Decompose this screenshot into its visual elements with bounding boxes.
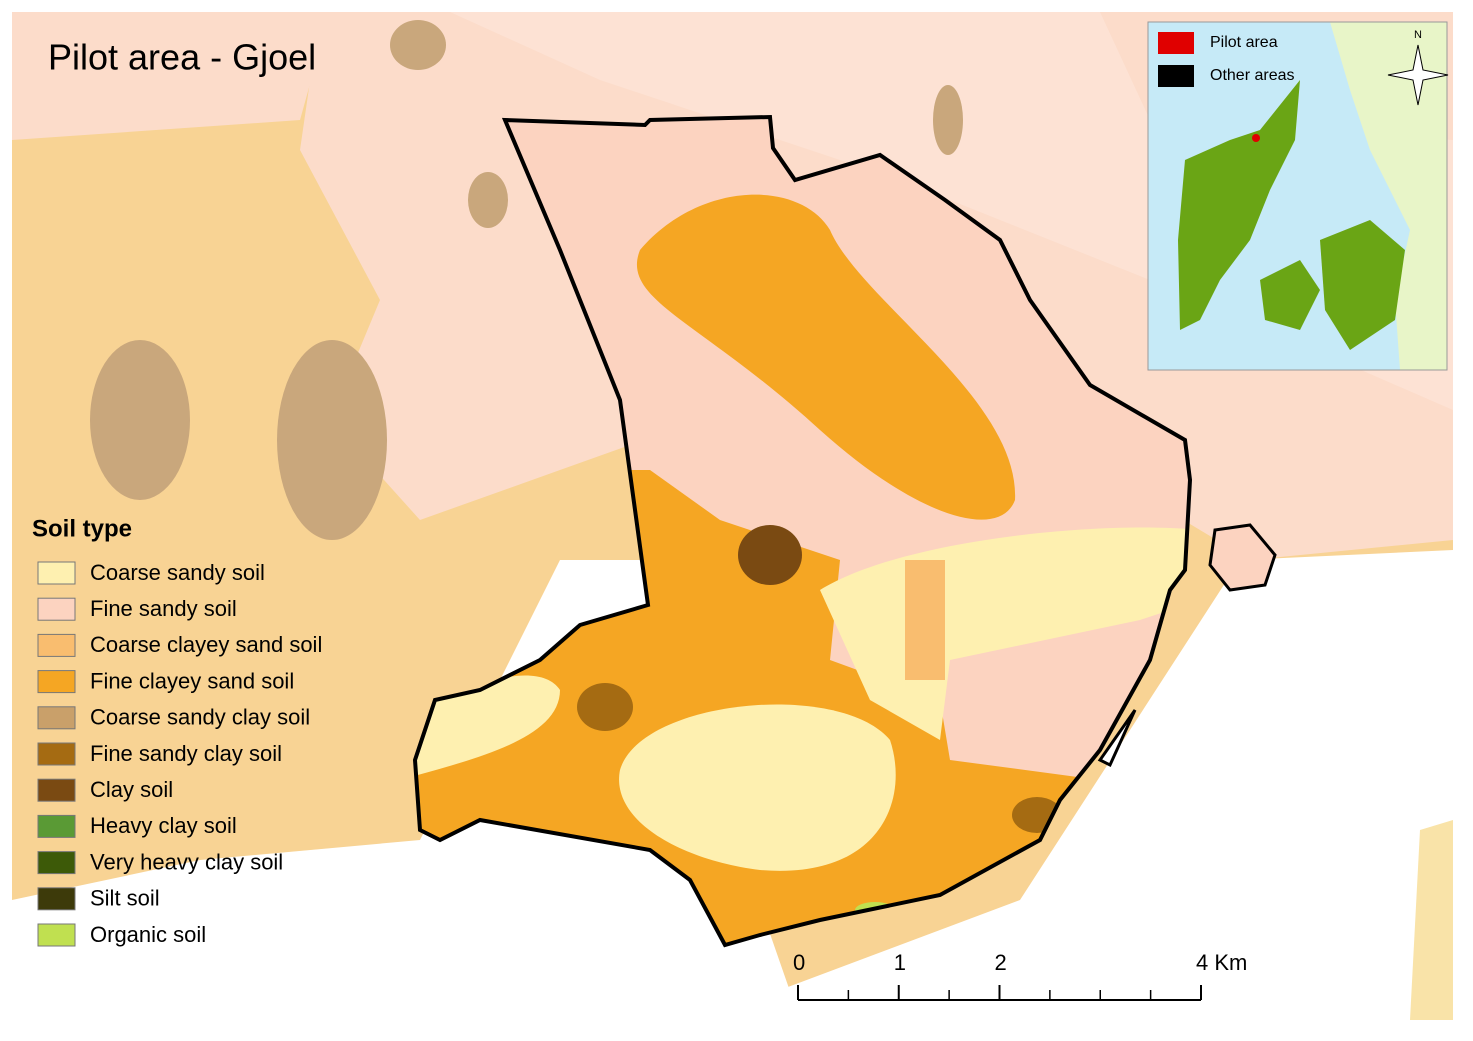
coast-sand [1410,820,1453,1020]
north-arrow [1387,44,1449,106]
inset-sweden [1330,22,1447,370]
north-label: N [1414,29,1422,41]
scale-label: 0 [793,950,805,975]
inset-pilot [1252,134,1260,142]
legend-swatch [37,597,76,621]
legend-label: Fine sandy soil [90,596,237,621]
inset-legend-swatch [1158,32,1194,54]
legend-label: Fine sandy clay soil [90,741,282,766]
legend-label: Very heavy clay soil [90,849,283,874]
island [1208,523,1277,592]
inset-jutland [1178,80,1300,330]
inset-zealand [1320,220,1405,350]
legend-swatch [37,778,76,802]
legend-label: Clay soil [90,777,173,802]
legend-swatch [37,561,76,585]
fine-sand-zone [12,12,330,140]
clay-patch [468,172,508,228]
coarse-clayey-sand [905,560,945,680]
legend: Coarse sandy soil Fine sandy soil Coarse c… [37,560,322,947]
inset-legend: Pilot area Other areas [1158,32,1294,87]
fine-sandy-clay [577,683,633,731]
fine-clayey-sand [636,194,1016,520]
legend-label: Organic soil [90,922,206,947]
legend-label: Coarse sandy clay soil [90,705,310,730]
legend-swatch [37,851,76,875]
clay-patch [90,340,190,500]
legend-label: Silt soil [90,886,160,911]
legend-swatch [37,923,76,947]
legend-label: Heavy clay soil [90,813,237,838]
fine-sand-zone [450,12,1453,410]
scale-label: 1 [894,950,906,975]
clay [738,525,802,585]
sea [700,550,1453,1020]
inset-map: Pilot area Other areas N [1147,21,1449,371]
coarse-sand [415,675,560,780]
legend-swatch [37,670,76,694]
coast-spit [1097,709,1137,768]
legend-title: Soil type [32,515,132,542]
legend-label: Fine clayey sand soil [90,668,294,693]
clay-patch [390,20,446,70]
inset-funen [1260,260,1320,330]
coarse-sand [619,704,896,871]
scale-bar: 0 1 2 4 Km [793,950,1247,1001]
legend-swatch [37,742,76,766]
pilot-boundary [412,114,1193,948]
inset-legend-label: Pilot area [1210,34,1278,51]
legend-swatch [37,887,76,911]
scale-label: 4 Km [1196,950,1247,975]
map-title: Pilot area - Gjoel [48,37,316,78]
scale-label: 2 [995,950,1007,975]
clay-patch [933,85,963,155]
legend-swatch [37,633,76,657]
clay-patch [277,340,387,540]
inset-frame [1147,21,1448,371]
inset-legend-swatch [1158,65,1194,87]
legend-swatch [37,706,76,730]
legend-swatch [37,814,76,838]
legend-label: Coarse sandy soil [90,560,265,585]
inset-legend-label: Other areas [1210,67,1294,84]
legend-label: Coarse clayey sand soil [90,632,322,657]
